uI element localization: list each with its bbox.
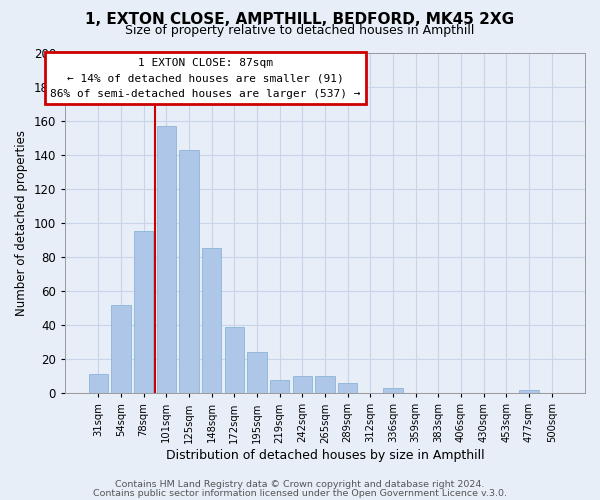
Bar — [338, 383, 357, 393]
Bar — [293, 376, 312, 393]
Bar — [179, 150, 199, 393]
Bar — [270, 380, 289, 393]
Bar — [224, 326, 244, 393]
Text: Size of property relative to detached houses in Ampthill: Size of property relative to detached ho… — [125, 24, 475, 37]
Text: 1, EXTON CLOSE, AMPTHILL, BEDFORD, MK45 2XG: 1, EXTON CLOSE, AMPTHILL, BEDFORD, MK45 … — [85, 12, 515, 28]
Text: Contains HM Land Registry data © Crown copyright and database right 2024.: Contains HM Land Registry data © Crown c… — [115, 480, 485, 489]
Bar — [89, 374, 108, 393]
Bar — [111, 304, 131, 393]
Y-axis label: Number of detached properties: Number of detached properties — [15, 130, 28, 316]
Bar — [520, 390, 539, 393]
Text: 1 EXTON CLOSE: 87sqm
← 14% of detached houses are smaller (91)
86% of semi-detac: 1 EXTON CLOSE: 87sqm ← 14% of detached h… — [50, 58, 361, 99]
Text: Contains public sector information licensed under the Open Government Licence v.: Contains public sector information licen… — [93, 489, 507, 498]
Bar — [202, 248, 221, 393]
Bar — [134, 232, 153, 393]
Bar — [247, 352, 266, 393]
Bar — [157, 126, 176, 393]
Bar — [383, 388, 403, 393]
X-axis label: Distribution of detached houses by size in Ampthill: Distribution of detached houses by size … — [166, 450, 484, 462]
Bar — [316, 376, 335, 393]
